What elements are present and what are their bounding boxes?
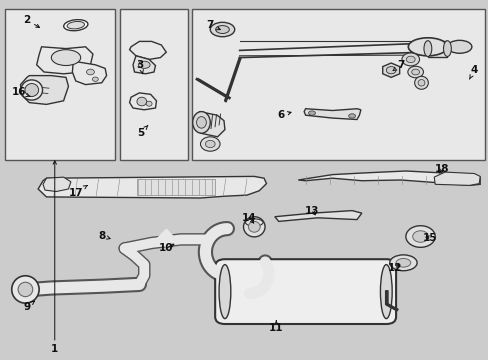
- Polygon shape: [20, 76, 68, 104]
- Ellipse shape: [348, 114, 355, 118]
- Text: 7: 7: [392, 60, 404, 71]
- Ellipse shape: [417, 80, 424, 86]
- Ellipse shape: [423, 41, 431, 57]
- Ellipse shape: [205, 140, 215, 148]
- Text: 5: 5: [137, 126, 147, 138]
- Ellipse shape: [51, 50, 81, 66]
- Ellipse shape: [443, 41, 450, 57]
- Text: 15: 15: [422, 233, 437, 243]
- Ellipse shape: [92, 77, 98, 81]
- Text: 17: 17: [68, 185, 87, 198]
- Polygon shape: [133, 56, 155, 74]
- Bar: [137, 179, 215, 195]
- Text: 9: 9: [23, 301, 35, 312]
- Text: 2: 2: [23, 15, 40, 27]
- Bar: [239, 41, 427, 56]
- Ellipse shape: [395, 258, 410, 267]
- Ellipse shape: [21, 80, 42, 100]
- Ellipse shape: [196, 117, 206, 128]
- Ellipse shape: [12, 276, 39, 303]
- Ellipse shape: [412, 231, 427, 242]
- Ellipse shape: [146, 101, 152, 106]
- Text: 13: 13: [304, 206, 319, 216]
- Polygon shape: [433, 172, 479, 185]
- Ellipse shape: [215, 26, 229, 33]
- Ellipse shape: [406, 56, 414, 63]
- Ellipse shape: [248, 221, 260, 232]
- Ellipse shape: [200, 137, 220, 151]
- Ellipse shape: [405, 226, 434, 247]
- Ellipse shape: [380, 265, 391, 319]
- Ellipse shape: [411, 69, 419, 75]
- Text: 1: 1: [51, 161, 58, 354]
- Ellipse shape: [192, 112, 210, 133]
- Ellipse shape: [414, 76, 427, 89]
- Ellipse shape: [18, 282, 33, 297]
- Bar: [120, 9, 188, 160]
- Polygon shape: [198, 112, 224, 137]
- Polygon shape: [37, 47, 93, 74]
- Polygon shape: [274, 211, 361, 221]
- Ellipse shape: [401, 53, 419, 66]
- FancyBboxPatch shape: [215, 259, 395, 324]
- Ellipse shape: [447, 40, 471, 53]
- Polygon shape: [304, 109, 360, 120]
- Ellipse shape: [86, 69, 94, 75]
- Text: 4: 4: [468, 65, 477, 79]
- Ellipse shape: [138, 61, 150, 68]
- Text: 14: 14: [242, 213, 256, 223]
- Ellipse shape: [67, 22, 84, 29]
- Ellipse shape: [245, 219, 263, 226]
- Bar: [5, 9, 115, 160]
- Ellipse shape: [210, 22, 234, 37]
- Bar: [427, 41, 447, 57]
- Polygon shape: [38, 176, 266, 198]
- Polygon shape: [129, 93, 156, 110]
- Ellipse shape: [407, 38, 447, 56]
- Text: 11: 11: [268, 320, 283, 333]
- Bar: [192, 9, 484, 160]
- Text: 8: 8: [98, 231, 110, 241]
- Ellipse shape: [25, 84, 39, 96]
- Ellipse shape: [63, 20, 88, 31]
- Polygon shape: [43, 177, 71, 192]
- Ellipse shape: [137, 97, 146, 106]
- Polygon shape: [157, 229, 175, 247]
- Text: 10: 10: [159, 243, 174, 253]
- Text: 12: 12: [387, 263, 402, 273]
- Polygon shape: [129, 41, 166, 59]
- Polygon shape: [72, 61, 106, 85]
- Text: 18: 18: [434, 164, 449, 174]
- Ellipse shape: [219, 265, 230, 319]
- Text: 6: 6: [277, 110, 290, 120]
- Polygon shape: [298, 171, 479, 185]
- Ellipse shape: [386, 67, 395, 74]
- Ellipse shape: [389, 255, 416, 271]
- Text: 16: 16: [11, 87, 30, 97]
- Ellipse shape: [243, 217, 264, 237]
- Ellipse shape: [308, 111, 315, 115]
- Text: 7: 7: [206, 20, 220, 30]
- Ellipse shape: [407, 66, 423, 78]
- Text: 3: 3: [137, 60, 143, 74]
